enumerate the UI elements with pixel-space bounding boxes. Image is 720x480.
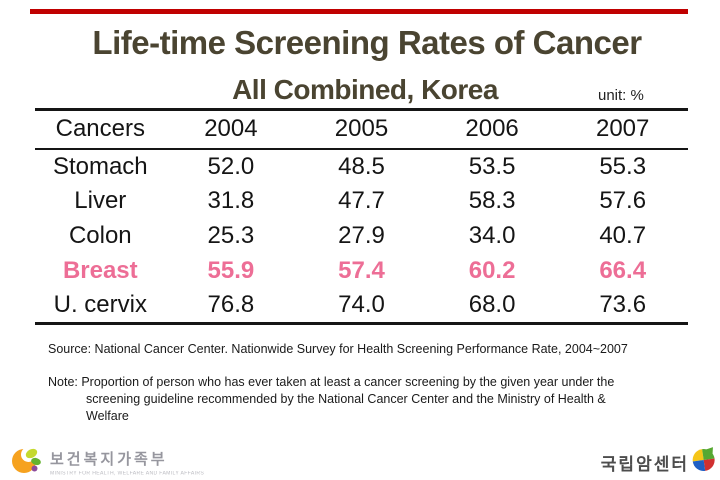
note-line-3: Welfare [86,409,129,423]
cell-breast-2004: 55.9 [207,257,255,284]
slide-subtitle: All Combined, Korea [232,74,498,105]
column-header-cancers: Cancers [35,109,166,150]
unit-label: unit: % [598,87,644,104]
screening-rates-table: Cancers 2004 2005 2006 2007 Stomach 52.0… [35,108,688,325]
row-label-liver: Liver [74,187,127,214]
cell-breast-2007: 66.4 [599,257,647,284]
ministry-logo-tagline: MINISTRY FOR HEALTH, WELFARE AND FAMILY … [50,471,205,477]
cell-breast-2005: 57.4 [338,257,385,284]
table-row-breast: Breast 55.9 57.4 60.2 66.4 [35,254,688,289]
column-header-2005: 2005 [296,109,427,150]
column-header-2004: 2004 [165,109,297,150]
ministry-logo-text: 보건복지가족부 [50,451,168,468]
cell-liver-2007: 57.6 [599,187,647,214]
subtitle-row: All Combined, Korea unit: % [0,74,720,106]
cell-colon-2004: 25.3 [207,222,255,249]
row-label-breast: Breast [62,257,138,284]
note-line-1: Note: Proportion of person who has ever … [48,375,615,389]
table-header-row: Cancers 2004 2005 2006 2007 [35,109,688,150]
cell-ucervix-2004: 76.8 [207,291,255,319]
top-accent-bar [30,9,688,14]
cell-stomach-2006: 53.5 [468,152,516,180]
cell-ucervix-2006: 68.0 [468,291,516,319]
ministry-logo-text-block: 보건복지가족부 MINISTRY FOR HEALTH, WELFARE AND… [50,448,231,477]
cell-liver-2006: 58.3 [468,187,516,214]
ministry-logo-icon [10,444,42,480]
cell-liver-2005: 47.7 [338,187,385,214]
note-line-2: screening guideline recommended by the N… [86,392,606,406]
cell-ucervix-2005: 74.0 [338,291,385,319]
row-label-ucervix: U. cervix [53,291,147,319]
ministry-logo: 보건복지가족부 MINISTRY FOR HEALTH, WELFARE AND… [10,444,231,480]
cell-stomach-2007: 55.3 [599,152,647,180]
cell-ucervix-2007: 73.6 [599,291,647,319]
cell-liver-2004: 31.8 [207,187,255,214]
cell-stomach-2005: 48.5 [338,152,385,180]
table-row-stomach: Stomach 52.0 48.5 53.5 55.3 [35,149,688,184]
cell-stomach-2004: 52.0 [207,152,255,180]
row-label-colon: Colon [68,222,132,249]
source-note: Source: National Cancer Center. Nationwi… [48,342,628,356]
ncc-logo-text: 국립암센터 [600,455,689,474]
methodology-note: Note: Proportion of person who has ever … [48,374,688,425]
cell-colon-2007: 40.7 [599,222,647,249]
table-row-liver: Liver 31.8 47.7 58.3 57.6 [35,184,688,219]
ncc-logo: 국립암센터 [600,446,718,478]
cell-breast-2006: 60.2 [468,257,516,284]
cell-colon-2006: 34.0 [468,222,516,249]
row-label-stomach: Stomach [52,152,148,180]
column-header-2006: 2006 [426,109,558,150]
table-row-ucervix: U. cervix 76.8 74.0 68.0 73.6 [35,289,688,324]
ncc-logo-icon [690,446,718,478]
page-title: Life-time Screening Rates of Cancer [92,24,642,61]
column-header-2007: 2007 [557,109,688,150]
table-row-colon: Colon 25.3 27.9 34.0 40.7 [35,219,688,254]
cell-colon-2005: 27.9 [338,222,385,249]
